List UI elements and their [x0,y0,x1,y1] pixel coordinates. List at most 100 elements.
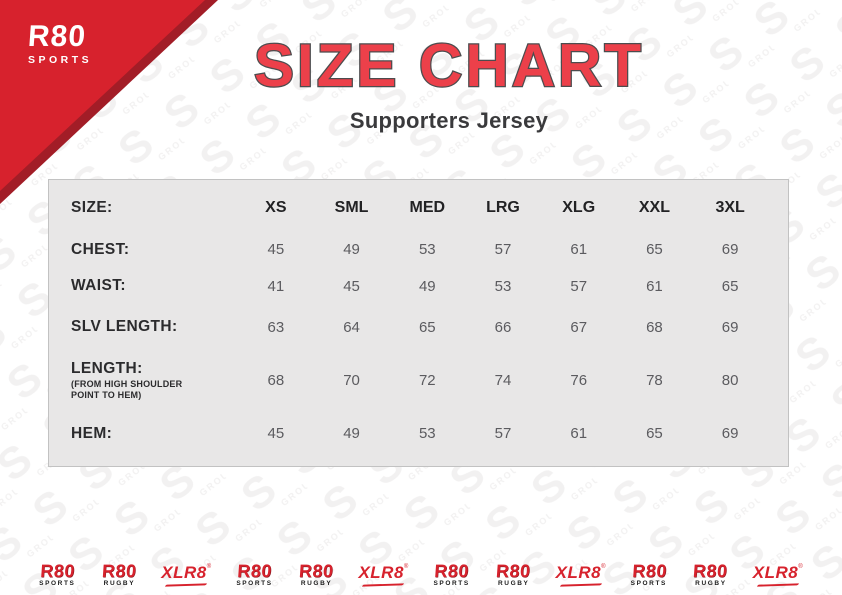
measurement-value: 45 [343,277,360,295]
footer-logo-strip: R80 SPORTS R80 RUGBY XLR8® R80 SPORTS R80 RUGBY X… [0,559,842,591]
measurement-value: 49 [343,241,360,258]
measurement-value: 49 [418,277,436,295]
measurement-value: 61 [570,425,588,442]
size-column-header: 3XL [715,199,745,216]
xlr8-swoosh [756,583,800,587]
measurement-value: 78 [646,371,663,389]
corner-ribbon [0,0,218,204]
registered-mark: ® [206,564,212,570]
registered-mark: ® [403,564,409,570]
page-title-svg: SIZE CHART [253,32,644,98]
measurement-value: 70 [343,371,360,389]
r80-logo-text: R80 [631,561,668,582]
xlr8-logo-text: XLR8 [358,563,404,582]
r80-logo-subtext: SPORTS [630,580,667,588]
measurement-value: 61 [646,277,663,295]
footer-r80-rugby-logo: R80 RUGBY [495,561,532,588]
footer-r80-rugby-logo: R80 RUGBY [100,561,137,588]
size-row-label: SIZE: [71,199,113,217]
measurement-value: 53 [418,425,436,442]
r80-logo-subtext: SPORTS [433,580,470,588]
measurement-value: 68 [646,318,663,336]
footer-xlr8-logo: XLR8® [555,563,606,587]
size-column-header: XS [265,199,287,216]
footer-r80-rugby-logo: R80 RUGBY [298,561,335,588]
measurement-value: 49 [343,425,360,442]
measurement-value: 69 [721,241,739,258]
r80-logo-subtext: RUGBY [498,580,530,588]
r80-logo-text: R80 [495,561,532,582]
measurement-value: 74 [494,371,512,389]
measurement-value: 63 [267,318,285,336]
measurement-value: 45 [267,241,285,258]
measurement-value: 69 [721,425,739,442]
footer-xlr8-logo: XLR8® [358,563,409,587]
page-subtitle: Supporters Jersey [349,108,549,133]
measurement-value: 57 [494,241,512,258]
footer-r80-rugby-logo: R80 RUGBY [692,561,729,588]
xlr8-logo-text: XLR8 [161,563,207,582]
measurement-value: 53 [494,277,512,295]
measurement-value: 64 [343,318,360,336]
size-column-header: LRG [486,199,520,216]
r80-logo-subtext: SPORTS [236,580,273,588]
registered-mark: ® [601,564,606,570]
measurement-value: 61 [570,241,588,258]
measurement-value: 80 [721,371,739,389]
r80-sports-logo: R80 SPORTS [26,20,94,66]
measurement-row-sublabel: (FROM HIGH SHOULDER POINT TO HEM) [71,378,183,400]
measurement-value: 65 [646,425,663,442]
r80-logo-subtext: RUGBY [300,580,333,588]
r80-logo-text: R80 [26,20,88,53]
footer-r80-sports-logo: R80 SPORTS [433,561,471,588]
measurement-row-label: CHEST: [71,240,130,258]
footer-xlr8-logo: XLR8® [752,563,803,587]
page-title: SIZE CHART [254,32,644,98]
measurement-value: 57 [494,425,512,442]
r80-logo-text: R80 [39,561,76,582]
size-column-header: XXL [638,199,670,216]
xlr8-logo-text: XLR8 [555,563,602,582]
size-column-header: XLG [562,199,596,216]
r80-logo-text: R80 [100,561,137,582]
xlr8-swoosh [559,583,602,587]
header: SIZE CHART Supporters Jersey [28,32,842,134]
r80-logo-subtext: SPORTS [39,580,76,588]
measurement-value: 72 [418,371,436,389]
r80-logo-text: R80 [692,561,729,582]
r80-logo-text: R80 [237,561,273,582]
footer-r80-sports-logo: R80 SPORTS [39,561,76,588]
measurement-value: 53 [418,241,436,258]
xlr8-logo-text: XLR8 [752,563,799,582]
measurement-value: 65 [418,318,436,336]
r80-logo-text: R80 [434,561,471,582]
measurement-value: 41 [267,277,285,295]
xlr8-swoosh [362,583,405,587]
measurement-value: 45 [267,425,285,442]
measurement-value: 68 [267,371,285,389]
measurement-value: 66 [494,318,512,336]
measurement-value: 57 [570,277,588,295]
registered-mark: ® [798,564,803,570]
measurement-row-label: HEM: [71,424,113,442]
footer-r80-sports-logo: R80 SPORTS [236,561,273,588]
size-column-header: SML [334,199,369,216]
measurement-row-label: SLV LENGTH: [71,318,178,336]
size-column-header: MED [409,199,446,216]
measurement-value: 67 [570,318,588,336]
xlr8-swoosh [164,583,208,587]
measurement-value: 76 [570,371,588,389]
measurement-value: 65 [646,241,663,258]
r80-logo-subtext: RUGBY [103,580,136,588]
measurement-row-label: WAIST: [71,277,126,295]
size-table: SIZE: XS SML MED LRG XLG XXL 3XL CHEST: 45 49 53 57 6… [48,179,789,467]
footer-xlr8-logo: XLR8® [161,563,212,587]
r80-logo-subtext: RUGBY [695,580,727,588]
measurement-row-label: LENGTH: (FROM HIGH SHOULDER POINT TO HEM) [49,360,238,401]
r80-logo-subtext: SPORTS [28,54,93,66]
footer-r80-sports-logo: R80 SPORTS [630,561,668,588]
measurement-value: 65 [721,277,739,295]
measurement-value: 69 [721,318,739,336]
r80-logo-text: R80 [298,561,335,582]
